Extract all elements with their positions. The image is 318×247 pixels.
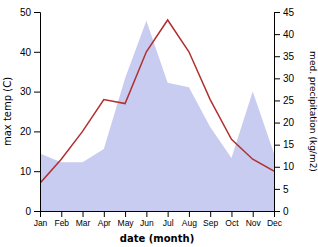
tick-mark (34, 211, 40, 212)
tick-label: Jun (140, 218, 154, 228)
tick-label: 5 (283, 184, 289, 195)
tick-mark (34, 92, 40, 93)
tick-label: 50 (20, 7, 32, 18)
y2-tick: 5 (274, 184, 289, 195)
tick-label: 10 (283, 161, 295, 172)
y2-tick: 40 (274, 29, 295, 40)
marks (40, 20, 274, 211)
tick-label: Apr (98, 218, 111, 228)
y-tick: 0 (25, 206, 40, 217)
tick-label: 45 (283, 7, 295, 18)
y-tick: 40 (20, 47, 40, 58)
tick-label: 20 (20, 126, 32, 137)
tick-label: Feb (54, 218, 69, 228)
tick-label: 30 (283, 73, 295, 84)
y-axis-title: max temp (C) (2, 77, 13, 146)
area (40, 21, 274, 211)
x-tick: Apr (98, 211, 111, 228)
tick-mark (274, 100, 280, 101)
axis-line (41, 212, 275, 218)
tick-label: 40 (20, 47, 32, 58)
tick-label: 40 (283, 29, 295, 40)
tick-mark (104, 211, 105, 217)
x-tick: Mar (76, 211, 91, 228)
y-axis: 0 10 20 30 40 50 (20, 7, 41, 217)
tick-mark (274, 78, 280, 79)
y2-tick: 35 (274, 51, 295, 62)
y-tick: 50 (20, 7, 40, 18)
tick-mark (61, 211, 62, 217)
tick-mark (274, 145, 280, 146)
x-tick: Oct (225, 211, 239, 228)
tick-label: 30 (20, 86, 32, 97)
tick-label: Jan (34, 218, 48, 228)
y2-tick: 25 (274, 95, 295, 106)
tick-mark (274, 12, 280, 13)
y2-tick: 30 (274, 73, 295, 84)
x-tick: Nov (246, 211, 262, 228)
tick-mark (274, 167, 280, 168)
tick-mark (125, 211, 126, 217)
tick-label: 0 (283, 206, 289, 217)
tick-label: 10 (20, 166, 32, 177)
tick-label: Sep (203, 218, 218, 228)
tick-mark (189, 211, 190, 217)
tick-label: May (118, 218, 135, 228)
x-tick: Sep (203, 211, 218, 228)
tick-label: Jul (163, 218, 174, 228)
tick-label: Mar (76, 218, 91, 228)
y2-tick: 45 (274, 7, 295, 18)
x-tick: Feb (54, 211, 69, 228)
y-tick: 10 (20, 166, 40, 177)
tick-label: 25 (283, 95, 295, 106)
x-tick: May (118, 211, 135, 228)
tick-mark (274, 211, 280, 212)
y2-tick: 20 (274, 117, 295, 128)
y-tick: 30 (20, 86, 40, 97)
tick-mark (231, 211, 232, 217)
tick-label: Aug (182, 218, 197, 228)
x-axis-title: date (month) (120, 233, 194, 244)
axis-line (275, 13, 281, 212)
x-tick: Dec (267, 211, 283, 228)
chart: JanFebMarAprMayJunJulAugSepOctNovDec0102… (0, 0, 318, 247)
axis-line (34, 13, 41, 212)
x-axis: Jan Feb Mar Apr May Jun Jul Aug Sep Oct Nov Dec (34, 211, 283, 228)
x-tick: Jun (140, 211, 154, 228)
tick-label: Oct (225, 218, 239, 228)
tick-mark (274, 123, 280, 124)
tick-mark (274, 56, 280, 57)
tick-label: 0 (25, 206, 31, 217)
y-tick: 20 (20, 126, 40, 137)
plot-area: JanFebMarAprMayJunJulAugSepOctNovDec0102… (20, 7, 295, 228)
tick-label: Dec (267, 218, 283, 228)
y2-tick: 15 (274, 139, 295, 150)
tick-label: Nov (246, 218, 262, 228)
y2-tick: 10 (274, 161, 295, 172)
tick-mark (146, 211, 147, 217)
tick-mark (274, 34, 280, 35)
tick-mark (34, 171, 40, 172)
x-tick: Aug (182, 211, 197, 228)
tick-label: 35 (283, 51, 295, 62)
y2-tick: 0 (274, 206, 289, 217)
y2-axis-title: med. precipitation (kg/m2) (308, 51, 318, 172)
tick-mark (274, 189, 280, 190)
tick-label: 20 (283, 117, 295, 128)
tick-mark (210, 211, 211, 217)
tick-mark (34, 131, 40, 132)
tick-label: 15 (283, 139, 295, 150)
y2-axis: 0 5 10 15 20 25 30 35 40 45 (274, 7, 295, 217)
x-tick: Jan (34, 211, 48, 228)
tick-mark (83, 211, 84, 217)
line (40, 20, 274, 183)
tick-mark (34, 52, 40, 53)
tick-mark (253, 211, 254, 217)
tick-mark (34, 12, 40, 13)
tick-mark (168, 211, 169, 217)
x-tick: Jul (163, 211, 174, 228)
